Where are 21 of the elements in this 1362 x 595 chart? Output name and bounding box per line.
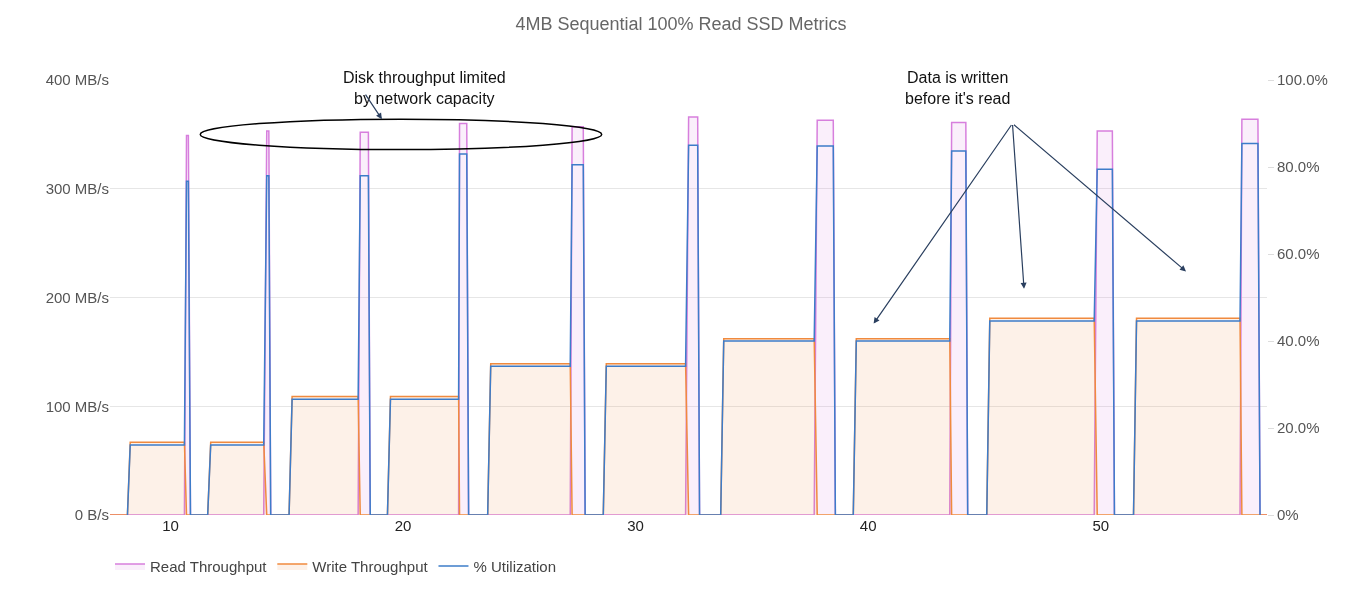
y-tick-label: 400 MB/s <box>45 71 109 89</box>
y2-tick-label: 20.0% <box>1277 419 1320 437</box>
y2-tick-label: 0% <box>1277 506 1299 524</box>
x-tick-label: 20 <box>394 517 412 534</box>
annotation: Data is written before it's read <box>905 69 1011 107</box>
y-tick-label: 200 MB/s <box>45 288 109 306</box>
legend-label: Write Throughput <box>312 557 429 575</box>
x-tick-label: 30 <box>627 517 644 534</box>
x-tick-label: 50 <box>1092 517 1110 534</box>
x-tick-label: 40 <box>859 517 877 534</box>
y-tick-label: 0 B/s <box>74 506 109 524</box>
x-tick-label: 10 <box>162 517 179 534</box>
y-tick-label: 300 MB/s <box>45 180 109 197</box>
y2-tick-label: 60.0% <box>1277 245 1320 263</box>
y2-tick-label: 40.0% <box>1277 332 1320 350</box>
y-tick-label: 100 MB/s <box>45 397 109 415</box>
chart-title: 4MB Sequential 100% Read SSD Metrics <box>515 14 847 35</box>
y2-tick-label: 80.0% <box>1277 158 1320 176</box>
legend-label: % Utilization <box>473 557 557 575</box>
y2-tick-label: 100.0% <box>1277 71 1328 89</box>
legend-label: Read Throughput <box>150 557 268 575</box>
